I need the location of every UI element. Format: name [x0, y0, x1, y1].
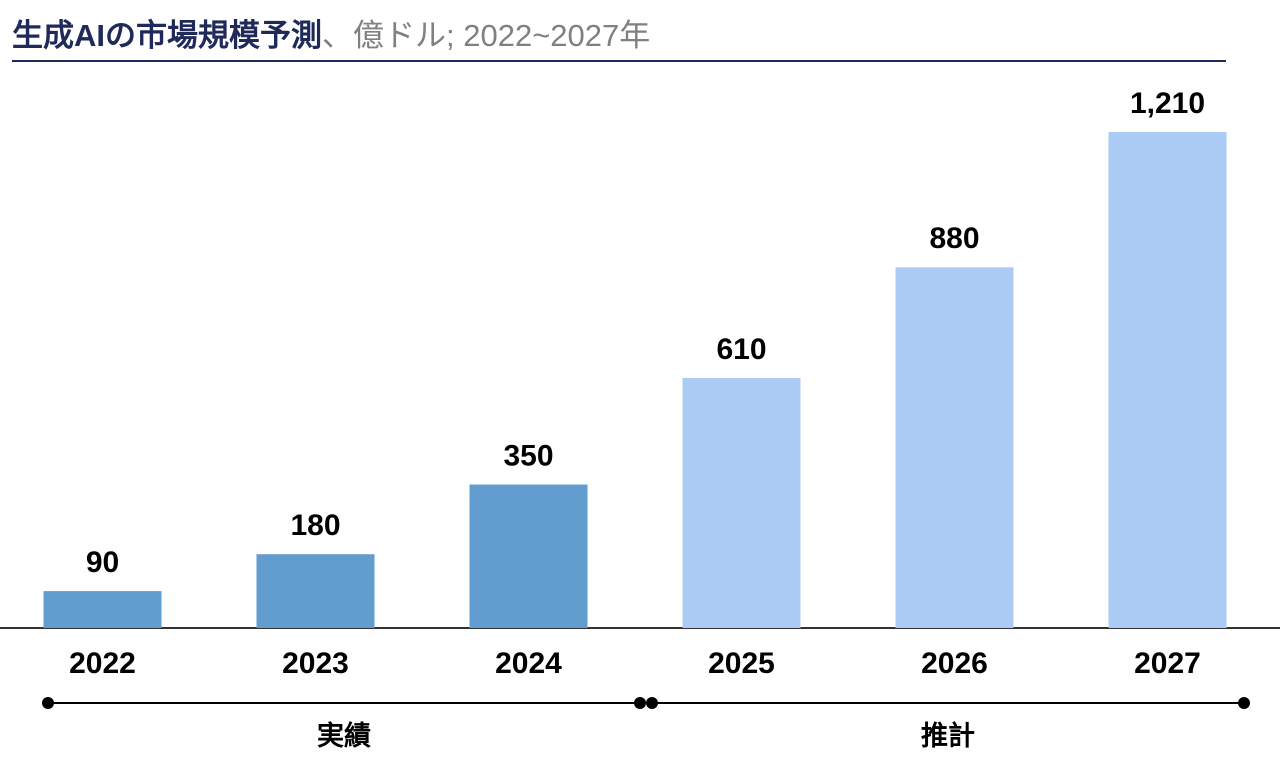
x-tick-label: 2023 [282, 647, 349, 680]
bar [895, 267, 1014, 628]
value-label: 1,210 [1130, 87, 1205, 120]
x-tick-label: 2027 [1134, 647, 1201, 680]
value-label: 880 [929, 222, 979, 255]
bar [682, 377, 801, 628]
period-label: 実績 [317, 720, 371, 751]
bar [469, 484, 588, 628]
period-label: 推計 [921, 720, 975, 751]
value-label: 90 [86, 546, 119, 579]
x-tick-label: 2024 [495, 647, 562, 680]
chart-header: 生成AIの市場規模予測、億ドル; 2022~2027年 [12, 18, 650, 53]
bar [1108, 132, 1227, 628]
value-label: 180 [290, 509, 340, 542]
chart-subtitle: 、億ドル; 2022~2027年 [322, 18, 650, 53]
period-dot [1238, 697, 1250, 709]
period-axis: 実績 推計 [42, 697, 1250, 751]
period-dot [634, 697, 646, 709]
value-label: 350 [503, 439, 553, 472]
chart-title: 生成AIの市場規模予測 [12, 18, 322, 53]
value-label: 610 [716, 333, 766, 366]
bar [43, 591, 162, 628]
bar [256, 554, 375, 628]
period-dot [646, 697, 658, 709]
x-tick-label: 2026 [921, 647, 988, 680]
x-tick-label: 2022 [69, 647, 136, 680]
period-dot [42, 697, 54, 709]
x-tick-label: 2025 [708, 647, 775, 680]
